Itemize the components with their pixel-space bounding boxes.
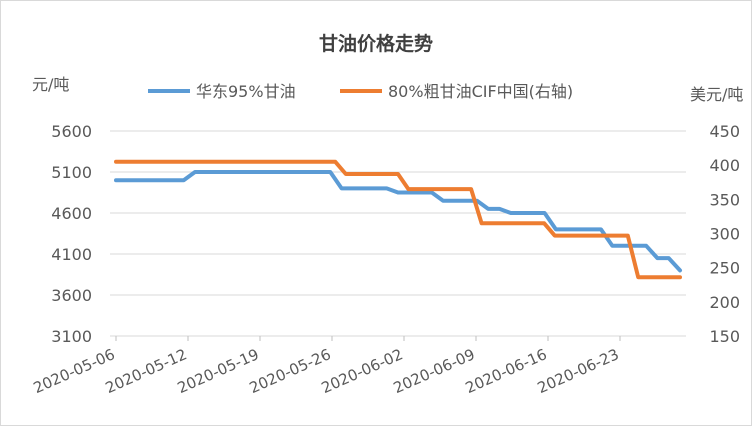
right-tick-label: 450 — [709, 122, 740, 141]
left-tick-label: 3600 — [51, 286, 92, 305]
chart-title: 甘油价格走势 — [319, 32, 433, 55]
left-tick-label: 5100 — [51, 163, 92, 182]
legend-label-series-2: 80%粗甘油CIF中国(右轴) — [388, 82, 573, 101]
x-tick-label: 2020-06-02 — [319, 345, 406, 397]
x-tick-label: 2020-06-16 — [463, 345, 550, 397]
right-tick-label: 250 — [709, 259, 740, 278]
right-axis-ticks: 150 200 250 300 350 400 450 — [709, 122, 740, 346]
x-tick-label: 2020-06-09 — [391, 345, 478, 397]
x-tick-label: 2020-06-23 — [535, 345, 622, 397]
left-axis-ticks: 3100 3600 4100 4600 5100 5600 — [51, 122, 92, 346]
right-axis-unit: 美元/吨 — [690, 85, 743, 104]
legend: 华东95%甘油 80%粗甘油CIF中国(右轴) — [148, 82, 573, 101]
legend-label-series-1: 华东95%甘油 — [196, 82, 296, 101]
x-tick-label: 2020-05-06 — [31, 345, 118, 397]
right-tick-label: 300 — [709, 225, 740, 244]
x-tick-label: 2020-05-19 — [175, 345, 262, 397]
series-line-1 — [114, 170, 682, 273]
x-tick-label: 2020-05-26 — [247, 345, 334, 397]
x-tick-label: 2020-05-12 — [103, 345, 190, 397]
series-line-2 — [114, 159, 682, 280]
right-tick-label: 150 — [709, 327, 740, 346]
left-tick-label: 5600 — [51, 122, 92, 141]
left-tick-label: 4100 — [51, 245, 92, 264]
left-axis-unit: 元/吨 — [32, 75, 69, 94]
right-tick-label: 400 — [709, 156, 740, 175]
right-tick-label: 200 — [709, 293, 740, 312]
left-tick-label: 3100 — [51, 327, 92, 346]
right-tick-label: 350 — [709, 190, 740, 209]
series-lines — [114, 159, 682, 280]
x-axis-ticks: 2020-05-062020-05-122020-05-192020-05-26… — [31, 336, 622, 397]
left-tick-label: 4600 — [51, 204, 92, 223]
gridlines — [110, 130, 686, 337]
